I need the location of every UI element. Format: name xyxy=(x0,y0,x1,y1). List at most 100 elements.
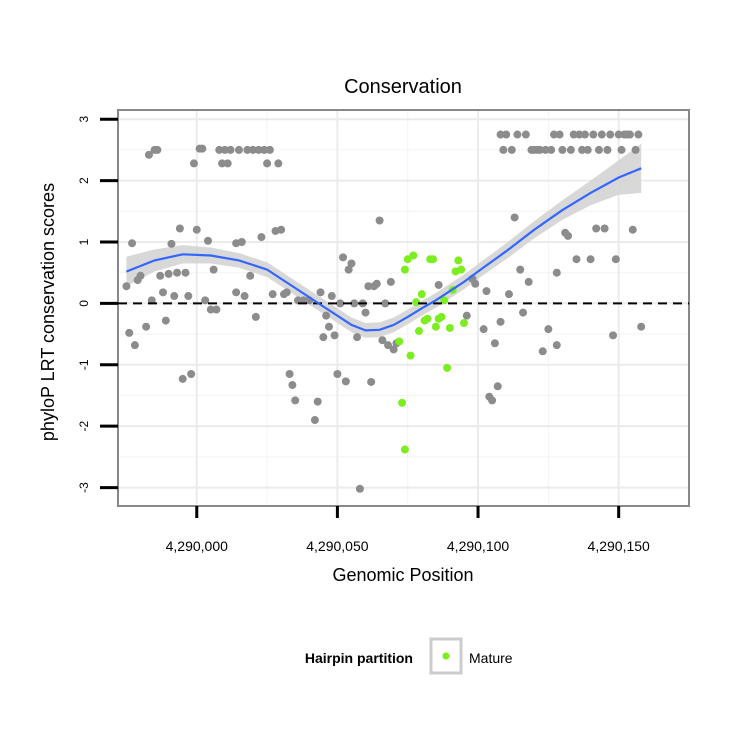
other-point xyxy=(310,416,319,425)
other-point xyxy=(336,299,345,308)
other-point xyxy=(282,288,291,297)
other-point xyxy=(153,145,162,154)
other-point xyxy=(144,150,153,159)
other-point xyxy=(569,130,578,139)
other-point xyxy=(479,325,488,334)
other-point xyxy=(603,145,612,154)
other-point xyxy=(541,145,550,154)
other-point xyxy=(600,224,609,233)
other-point xyxy=(147,296,156,305)
other-point xyxy=(218,159,227,168)
other-point xyxy=(597,130,606,139)
other-point xyxy=(265,145,274,154)
other-point xyxy=(499,145,508,154)
other-point xyxy=(594,145,603,154)
mature-point xyxy=(431,322,440,331)
other-point xyxy=(136,271,145,280)
other-point xyxy=(223,159,232,168)
other-point xyxy=(504,290,513,299)
mature-point xyxy=(414,327,423,336)
other-point xyxy=(513,130,522,139)
other-point xyxy=(575,130,584,139)
other-point xyxy=(167,239,176,248)
other-point xyxy=(524,277,533,286)
other-point xyxy=(187,370,196,378)
y-tick-label: 3 xyxy=(77,116,91,123)
legend: Hairpin partition Mature xyxy=(305,637,513,675)
other-point xyxy=(378,336,387,345)
x-axis-label: Genomic Position xyxy=(332,565,473,585)
other-point xyxy=(240,292,249,301)
other-point xyxy=(198,144,207,153)
other-point xyxy=(521,130,530,139)
other-point xyxy=(361,308,370,317)
other-point xyxy=(544,325,553,334)
other-point xyxy=(580,130,589,139)
other-point xyxy=(175,224,184,233)
other-point xyxy=(313,397,322,406)
other-point xyxy=(617,145,626,154)
other-point xyxy=(609,331,618,340)
other-point xyxy=(254,145,263,154)
other-point xyxy=(381,299,390,308)
other-point xyxy=(434,280,443,289)
mature-point xyxy=(440,296,449,305)
other-point xyxy=(372,279,381,288)
other-point xyxy=(353,333,362,342)
mature-point xyxy=(400,265,409,274)
other-point xyxy=(583,145,592,154)
smooth-trend-line xyxy=(125,167,642,332)
other-point xyxy=(209,265,218,274)
other-point xyxy=(558,145,567,154)
legend-title: Hairpin partition xyxy=(305,650,413,666)
other-point xyxy=(170,292,179,301)
other-point xyxy=(375,216,384,225)
other-point xyxy=(173,268,182,277)
other-point xyxy=(330,331,339,340)
other-point xyxy=(164,269,173,278)
mature-point xyxy=(395,337,404,346)
other-point xyxy=(327,292,336,301)
chart-title: Conservation xyxy=(344,76,462,98)
other-point xyxy=(516,265,525,274)
mature-point xyxy=(429,255,438,264)
mature-point xyxy=(437,312,446,321)
other-point xyxy=(299,296,308,305)
other-point xyxy=(631,145,640,154)
mature-point xyxy=(417,290,426,299)
other-point xyxy=(319,333,328,342)
other-point xyxy=(586,255,595,264)
other-point xyxy=(490,339,499,348)
other-point xyxy=(637,322,646,331)
other-point xyxy=(496,317,505,326)
other-point xyxy=(519,308,528,317)
other-point xyxy=(462,311,471,320)
other-point xyxy=(122,282,131,291)
other-point xyxy=(507,145,516,154)
other-point xyxy=(572,255,581,264)
other-point xyxy=(181,268,190,277)
other-point xyxy=(614,130,623,139)
other-point xyxy=(274,159,283,168)
other-point xyxy=(201,296,210,305)
other-point xyxy=(341,377,350,386)
other-point xyxy=(549,130,558,139)
other-point xyxy=(488,396,497,405)
other-point xyxy=(552,341,561,350)
mature-point xyxy=(400,445,409,454)
y-axis-label: phyloP LRT conservation scores xyxy=(38,183,58,441)
other-point xyxy=(384,341,393,350)
y-tick-label: 2 xyxy=(77,177,91,184)
other-point xyxy=(246,271,255,280)
other-point xyxy=(142,322,151,331)
x-tick-label: 4,290,000 xyxy=(166,538,228,554)
other-point xyxy=(288,381,297,390)
other-point xyxy=(367,377,376,386)
other-point xyxy=(294,296,303,305)
other-point xyxy=(268,290,277,299)
other-point xyxy=(339,253,348,262)
x-tick-label: 4,290,050 xyxy=(306,538,368,554)
other-point xyxy=(555,130,564,139)
other-point xyxy=(547,145,556,154)
